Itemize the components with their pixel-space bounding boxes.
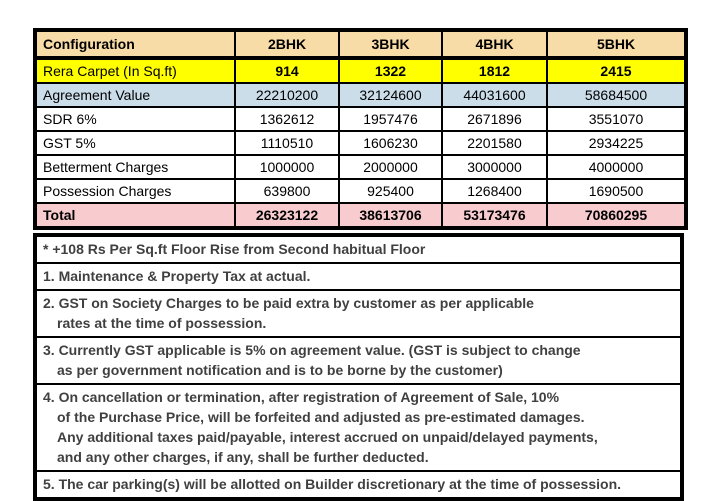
row-label: Rera Carpet (In Sq.ft)	[34, 57, 236, 84]
note-floor-rise: * +108 Rs Per Sq.ft Floor Rise from Seco…	[37, 237, 680, 264]
row-label: SDR 6%	[34, 106, 236, 132]
value-cell: 2671896	[441, 106, 548, 132]
pricing-table: Configuration 2BHK 3BHK 4BHK 5BHK Rera C…	[33, 28, 688, 230]
row-label: GST 5%	[34, 130, 236, 156]
notes-section: * +108 Rs Per Sq.ft Floor Rise from Seco…	[33, 233, 684, 501]
value-cell: 1268400	[441, 178, 548, 204]
value-cell: 1690500	[546, 178, 687, 204]
table-header-row: Configuration 2BHK 3BHK 4BHK 5BHK	[34, 29, 687, 60]
value-cell: 2201580	[441, 130, 548, 156]
table-row-sdr: SDR 6% 1362612 1957476 2671896 3551070	[34, 106, 687, 132]
value-cell: 3000000	[441, 154, 548, 180]
note-text: Any additional taxes paid/payable, inter…	[57, 429, 598, 445]
value-cell: 914	[234, 57, 340, 84]
row-label: Betterment Charges	[34, 154, 236, 180]
value-cell: 1110510	[234, 130, 340, 156]
value-cell: 2934225	[546, 130, 687, 156]
note-text: 1. Maintenance & Property Tax at actual.	[43, 268, 311, 284]
note-text: as per government notification and is to…	[57, 362, 503, 378]
header-4bhk: 4BHK	[441, 29, 548, 60]
value-cell: 925400	[338, 178, 443, 204]
value-cell: 22210200	[234, 82, 340, 108]
note-text: 2. GST on Society Charges to be paid ext…	[43, 295, 534, 311]
note-1-maintenance: 1. Maintenance & Property Tax at actual.	[37, 264, 680, 291]
value-cell: 2000000	[338, 154, 443, 180]
note-text: 3. Currently GST applicable is 5% on agr…	[43, 342, 581, 358]
value-cell: 1000000	[234, 154, 340, 180]
header-configuration: Configuration	[34, 29, 236, 60]
note-5-car-parking: 5. The car parking(s) will be allotted o…	[37, 472, 680, 497]
note-2-gst-society: 2. GST on Society Charges to be paid ext…	[37, 291, 680, 338]
value-cell: 639800	[234, 178, 340, 204]
header-5bhk: 5BHK	[546, 29, 687, 60]
value-cell: 1957476	[338, 106, 443, 132]
note-text: and any other charges, if any, shall be …	[57, 449, 429, 465]
value-cell: 2415	[546, 57, 687, 84]
header-2bhk: 2BHK	[234, 29, 340, 60]
table-row-rera-carpet: Rera Carpet (In Sq.ft) 914 1322 1812 241…	[34, 57, 687, 84]
note-text: 5. The car parking(s) will be allotted o…	[43, 476, 622, 492]
pricing-sheet: Configuration 2BHK 3BHK 4BHK 5BHK Rera C…	[33, 28, 688, 501]
note-text: * +108 Rs Per Sq.ft Floor Rise from Seco…	[43, 241, 426, 257]
table-row-total: Total 26323122 38613706 53173476 7086029…	[34, 202, 687, 229]
row-label: Agreement Value	[34, 82, 236, 108]
note-3-gst-applicable: 3. Currently GST applicable is 5% on agr…	[37, 338, 680, 385]
value-cell: 70860295	[546, 202, 687, 229]
table-row-gst: GST 5% 1110510 1606230 2201580 2934225	[34, 130, 687, 156]
value-cell: 44031600	[441, 82, 548, 108]
note-text: of the Purchase Price, will be forfeited…	[57, 409, 585, 425]
value-cell: 58684500	[546, 82, 687, 108]
value-cell: 3551070	[546, 106, 687, 132]
value-cell: 32124600	[338, 82, 443, 108]
value-cell: 38613706	[338, 202, 443, 229]
table-row-betterment-charges: Betterment Charges 1000000 2000000 30000…	[34, 154, 687, 180]
value-cell: 53173476	[441, 202, 548, 229]
table-row-agreement-value: Agreement Value 22210200 32124600 440316…	[34, 82, 687, 108]
value-cell: 1322	[338, 57, 443, 84]
value-cell: 1606230	[338, 130, 443, 156]
value-cell: 4000000	[546, 154, 687, 180]
table-row-possession-charges: Possession Charges 639800 925400 1268400…	[34, 178, 687, 204]
value-cell: 1812	[441, 57, 548, 84]
value-cell: 26323122	[234, 202, 340, 229]
header-3bhk: 3BHK	[338, 29, 443, 60]
value-cell: 1362612	[234, 106, 340, 132]
note-text: 4. On cancellation or termination, after…	[43, 389, 560, 405]
note-4-cancellation: 4. On cancellation or termination, after…	[37, 385, 680, 472]
row-label: Possession Charges	[34, 178, 236, 204]
row-label: Total	[34, 202, 236, 229]
note-text: rates at the time of possession.	[57, 315, 267, 331]
